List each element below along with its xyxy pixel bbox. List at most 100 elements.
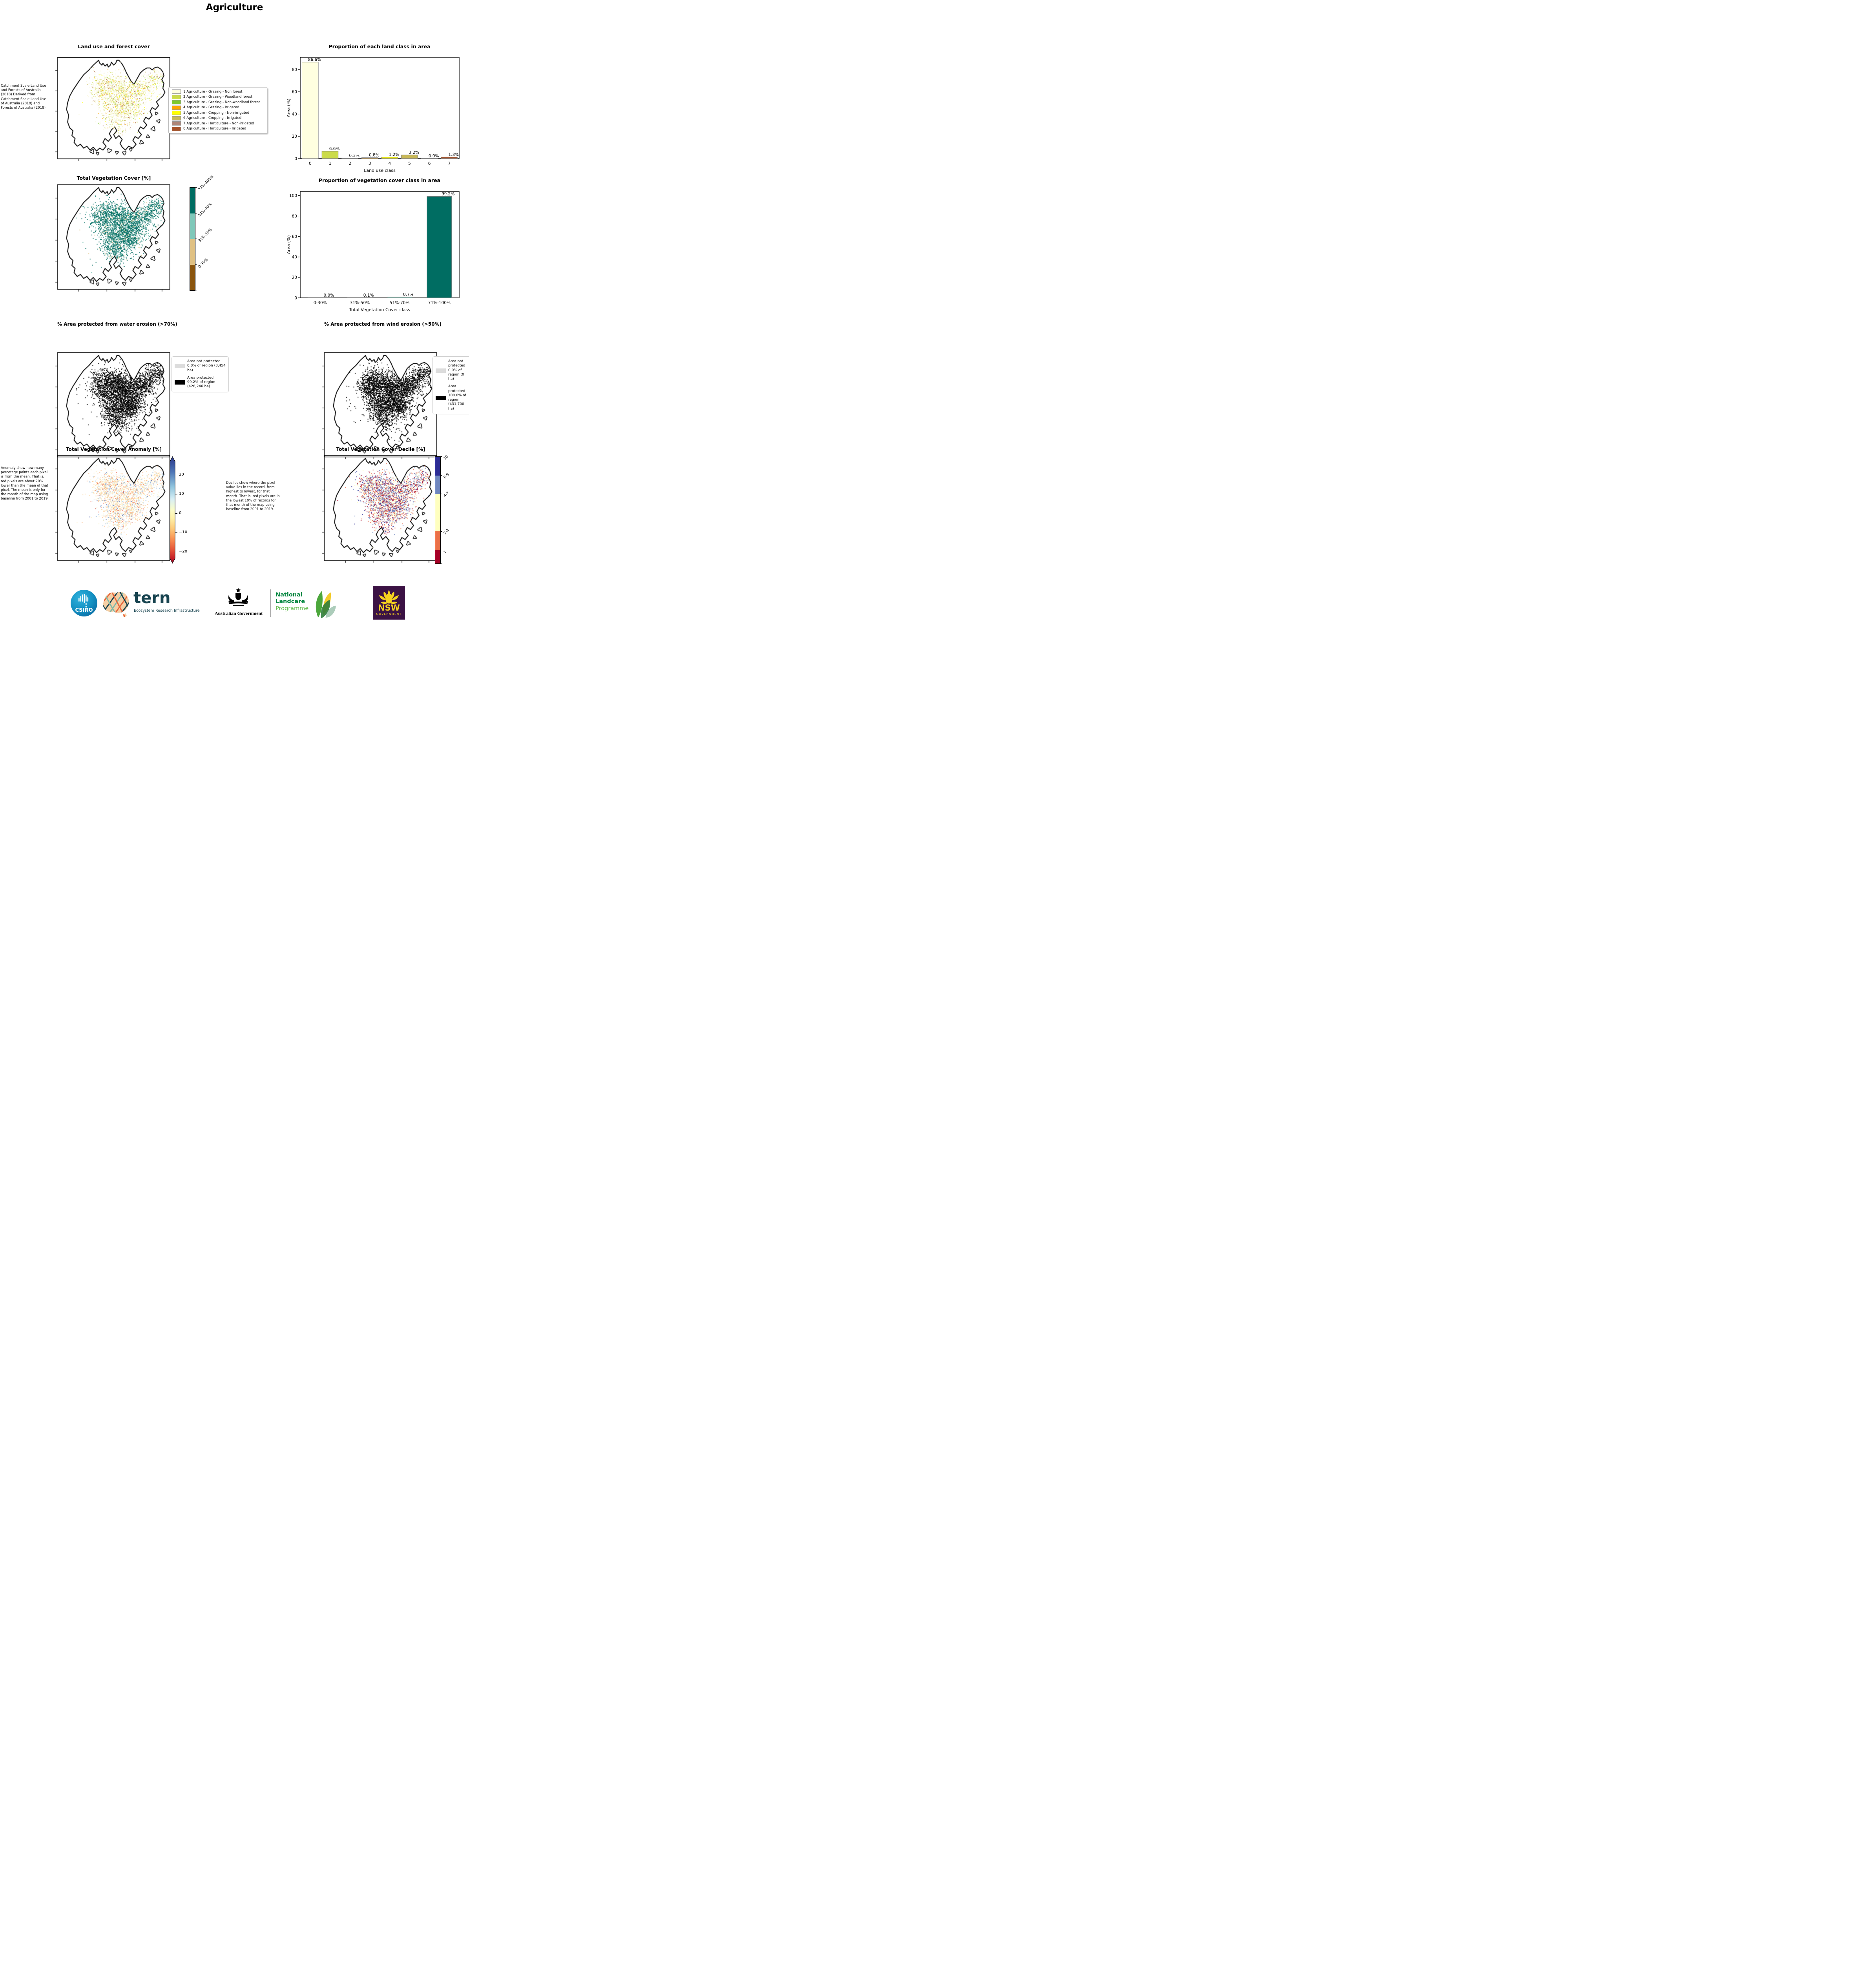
svg-text:6.6%: 6.6% xyxy=(329,146,340,151)
legend-swatch-icon xyxy=(172,95,181,99)
land-use-legend: 1 Agriculture - Grazing - Non forest 2 Ag… xyxy=(168,87,267,133)
colorbar-segment xyxy=(190,264,195,290)
legend-label: 5 Agriculture - Cropping - Non-irrigated xyxy=(183,111,250,115)
land-class-chart-title: Proportion of each land class in area xyxy=(328,44,431,49)
anomaly-colorbar: 20 10 0 −10 −20 xyxy=(170,456,205,565)
tern-label: tern xyxy=(133,589,171,607)
svg-text:51%-70%: 51%-70% xyxy=(390,301,409,305)
colorbar-tick-label: 10 xyxy=(179,492,184,496)
report-page: Agriculture Land use and forest cover Pr… xyxy=(0,0,469,620)
water-erosion-map xyxy=(53,352,170,461)
colorbar-tick-label: 20 xyxy=(179,472,184,477)
legend-item: Area not protected 0.8% of region (3,454… xyxy=(175,359,226,373)
anomaly-annotation: Anomaly show how many percetage points e… xyxy=(1,466,49,501)
svg-text:1: 1 xyxy=(329,161,332,166)
veg-cover-map xyxy=(53,184,170,294)
svg-text:86.6%: 86.6% xyxy=(308,57,321,62)
legend-label: Area protected 99.2% of region (428,246 … xyxy=(187,376,215,389)
legend-label: 6 Agriculture - Cropping - Irrigated xyxy=(183,116,242,120)
nsw-waratah-icon xyxy=(379,590,399,604)
colorbar-segment xyxy=(190,239,195,265)
svg-text:0.7%: 0.7% xyxy=(403,292,414,297)
legend-swatch-icon xyxy=(172,89,181,94)
colorbar-label: 0-30% xyxy=(197,257,209,269)
footer-divider xyxy=(270,589,271,617)
landcare-leaves-icon xyxy=(316,591,336,618)
colorbar-label: 51%-70% xyxy=(197,202,213,217)
legend-swatch-icon xyxy=(175,364,185,368)
legend-item: 3 Agriculture - Grazing - Non-woodland f… xyxy=(172,100,264,104)
svg-text:4: 4 xyxy=(388,161,391,166)
svg-text:0-30%: 0-30% xyxy=(314,301,327,305)
landcare-label-landcare: Landcare xyxy=(276,598,305,605)
legend-item: 1 Agriculture - Grazing - Non forest xyxy=(172,89,264,94)
legend-swatch-icon xyxy=(172,121,181,126)
legend-item: Area protected 99.2% of region (428,246 … xyxy=(175,376,226,389)
colorbar-segment xyxy=(190,188,195,213)
colorbar-label: 1 xyxy=(443,549,448,554)
colorbar-tick-label: −10 xyxy=(179,530,188,534)
svg-text:6: 6 xyxy=(428,161,431,166)
svg-text:100: 100 xyxy=(289,193,297,198)
legend-item: Area protected 100.0% of region (431,700… xyxy=(436,385,469,411)
land-use-annotation: Catchment Scale Land Use and Forests of … xyxy=(1,84,46,110)
page-title: Agriculture xyxy=(206,2,263,13)
legend-swatch-icon xyxy=(172,111,181,115)
legend-swatch-icon xyxy=(172,105,181,110)
svg-text:0.0%: 0.0% xyxy=(324,293,334,298)
svg-text:Area (%): Area (%) xyxy=(286,98,291,117)
wind-erosion-map xyxy=(320,352,437,461)
legend-label: 4 Agriculture - Grazing - Irrigated xyxy=(183,106,239,109)
decile-colorbar: 10 8-9 4-7 2-3 1 xyxy=(435,454,469,565)
coat-of-arms-icon xyxy=(228,588,248,606)
svg-text:5: 5 xyxy=(408,161,411,166)
legend-label: Area not protected 0.8% of region (3,454… xyxy=(187,359,226,372)
svg-text:20: 20 xyxy=(292,134,297,139)
legend-item: 8 Agriculture - Horticulture - Irrigated xyxy=(172,126,264,131)
legend-swatch-icon xyxy=(172,126,181,131)
svg-text:1.2%: 1.2% xyxy=(389,153,400,157)
nsw-government-label: GOVERNMENT xyxy=(376,613,402,616)
legend-label: 1 Agriculture - Grazing - Non forest xyxy=(183,89,243,94)
legend-label: Area not protected 0.0% of region (0 ha) xyxy=(448,359,465,381)
svg-text:80: 80 xyxy=(292,214,297,219)
svg-text:0.0%: 0.0% xyxy=(429,154,439,159)
colorbar-segment xyxy=(435,494,440,532)
water-erosion-legend: Area not protected 0.8% of region (3,454… xyxy=(172,356,229,392)
csiro-circle-icon xyxy=(71,590,97,616)
colorbar-label: 31%-50% xyxy=(197,228,213,243)
veg-cover-map-title: Total Vegetation Cover [%] xyxy=(77,175,151,181)
legend-label: 8 Agriculture - Horticulture - Irrigated xyxy=(183,127,246,131)
svg-text:40: 40 xyxy=(292,112,297,117)
land-use-map-title: Land use and forest cover xyxy=(78,44,150,49)
svg-text:60: 60 xyxy=(292,90,297,95)
colorbar-tick-label: −20 xyxy=(179,549,188,554)
legend-swatch-icon xyxy=(436,396,446,400)
wind-erosion-map-title: % Area protected from wind erosion (>50%… xyxy=(324,321,442,327)
veg-class-chart-title: Proportion of vegetation cover class in … xyxy=(318,177,441,183)
colorbar-label: 8-9 xyxy=(443,472,450,480)
svg-text:0.8%: 0.8% xyxy=(369,153,380,158)
colorbar-segment xyxy=(435,531,440,550)
svg-text:3: 3 xyxy=(369,161,371,166)
anomaly-colorbar-gradient xyxy=(170,456,175,564)
legend-item: 7 Agriculture - Horticulture - Non-irrig… xyxy=(172,121,264,126)
legend-item: 6 Agriculture - Cropping - Irrigated xyxy=(172,116,264,120)
wind-erosion-legend: Area not protected 0.0% of region (0 ha)… xyxy=(433,356,469,414)
svg-text:80: 80 xyxy=(292,67,297,72)
svg-text:3.2%: 3.2% xyxy=(409,150,419,155)
land-use-map xyxy=(53,57,170,163)
legend-item: 5 Agriculture - Cropping - Non-irrigated xyxy=(172,111,264,115)
svg-text:7: 7 xyxy=(448,161,451,166)
svg-text:2: 2 xyxy=(349,161,351,166)
colorbar-label: 2-3 xyxy=(443,528,450,536)
svg-text:0: 0 xyxy=(294,296,297,301)
australian-government-label: Australian Government xyxy=(214,611,263,616)
legend-swatch-icon xyxy=(436,368,446,373)
svg-text:31%-50%: 31%-50% xyxy=(350,301,370,305)
svg-text:Land use class: Land use class xyxy=(364,168,396,173)
decile-annotation: Deciles show where the pixel value lies … xyxy=(226,481,280,512)
legend-swatch-icon xyxy=(175,380,185,385)
colorbar-label: 71%-100% xyxy=(197,174,215,192)
svg-text:Area (%): Area (%) xyxy=(286,235,291,254)
